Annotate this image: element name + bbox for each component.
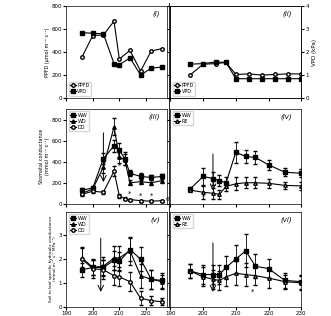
Y-axis label: Stomatal conductance
(mmol m⁻² s⁻¹): Stomatal conductance (mmol m⁻² s⁻¹)	[39, 129, 50, 184]
Legend: WW, RE: WW, RE	[173, 112, 193, 125]
Y-axis label: VPD (kPa): VPD (kPa)	[312, 39, 317, 66]
Text: (iv): (iv)	[280, 114, 292, 120]
Text: *: *	[139, 192, 142, 198]
Text: *: *	[160, 298, 164, 304]
Y-axis label: PPFD (μmol m⁻² s⁻¹): PPFD (μmol m⁻² s⁻¹)	[45, 27, 50, 77]
Text: *: *	[202, 194, 205, 199]
Text: (iii): (iii)	[149, 114, 160, 120]
Text: *: *	[150, 192, 153, 198]
Text: (i): (i)	[153, 11, 160, 17]
Text: 0: 0	[165, 197, 169, 202]
Text: (v): (v)	[151, 216, 160, 223]
Legend: WW, WD, DD: WW, WD, DD	[69, 214, 89, 234]
Text: *: *	[118, 162, 121, 168]
Text: *: *	[118, 148, 121, 154]
Text: *: *	[128, 191, 132, 197]
Text: *: *	[251, 289, 254, 295]
Legend: WW, RE: WW, RE	[173, 214, 193, 228]
Legend: PPFD, VPD: PPFD, VPD	[69, 82, 91, 95]
Legend: PPFD, VPD: PPFD, VPD	[173, 82, 195, 95]
Y-axis label: Soil to leaf specific hydraulic conductance
(mmol m⁻² s⁻¹ MPa⁻¹): Soil to leaf specific hydraulic conducta…	[49, 216, 57, 302]
Text: (vi): (vi)	[280, 216, 292, 223]
Text: (ii): (ii)	[283, 11, 292, 17]
Legend: WW, WD, DD: WW, WD, DD	[69, 112, 89, 131]
